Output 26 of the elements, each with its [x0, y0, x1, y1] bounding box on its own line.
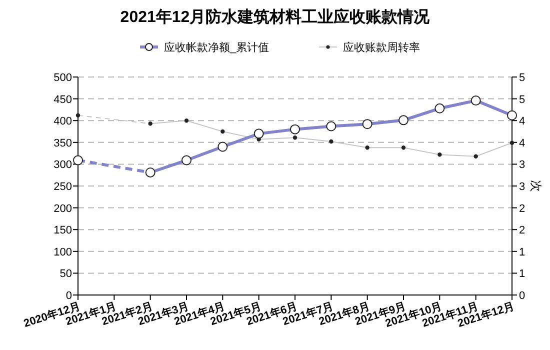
y2-tick-label: 3 [519, 159, 526, 172]
y2-tick-label: 5 [519, 72, 526, 84]
y2-tick-label: 1 [519, 268, 526, 280]
chart-title: 2021年12月防水建筑材料工业应收账款情况 [120, 7, 431, 26]
y-tick-label: 300 [54, 159, 72, 172]
y2-tick-label: 4 [519, 137, 526, 150]
y-tick-label: 200 [54, 202, 72, 215]
legend-label: 应收账款周转率 [343, 41, 420, 54]
y2-tick-label: 0 [519, 290, 526, 302]
legend-label: 应收帐款净额_累计值 [164, 41, 270, 54]
y2-tick-label: 3 [519, 181, 526, 193]
y-tick-label: 150 [54, 224, 72, 237]
y-tick-label: 350 [54, 137, 72, 150]
y-tick-label: 0 [66, 290, 72, 302]
y2-tick-label: 1 [519, 246, 526, 258]
y-tick-label: 400 [54, 116, 72, 128]
y-tick-label: 50 [60, 268, 72, 280]
y2-axis-title: 次 [529, 180, 543, 192]
y-tick-label: 450 [54, 94, 72, 106]
y-tick-label: 100 [54, 246, 72, 258]
y2-tick-label: 2 [519, 202, 526, 215]
y2-tick-label: 4 [519, 116, 526, 128]
y2-tick-label: 2 [519, 224, 526, 237]
y-tick-label: 500 [54, 72, 72, 84]
y2-tick-label: 5 [519, 94, 526, 106]
y-tick-label: 250 [54, 181, 72, 193]
